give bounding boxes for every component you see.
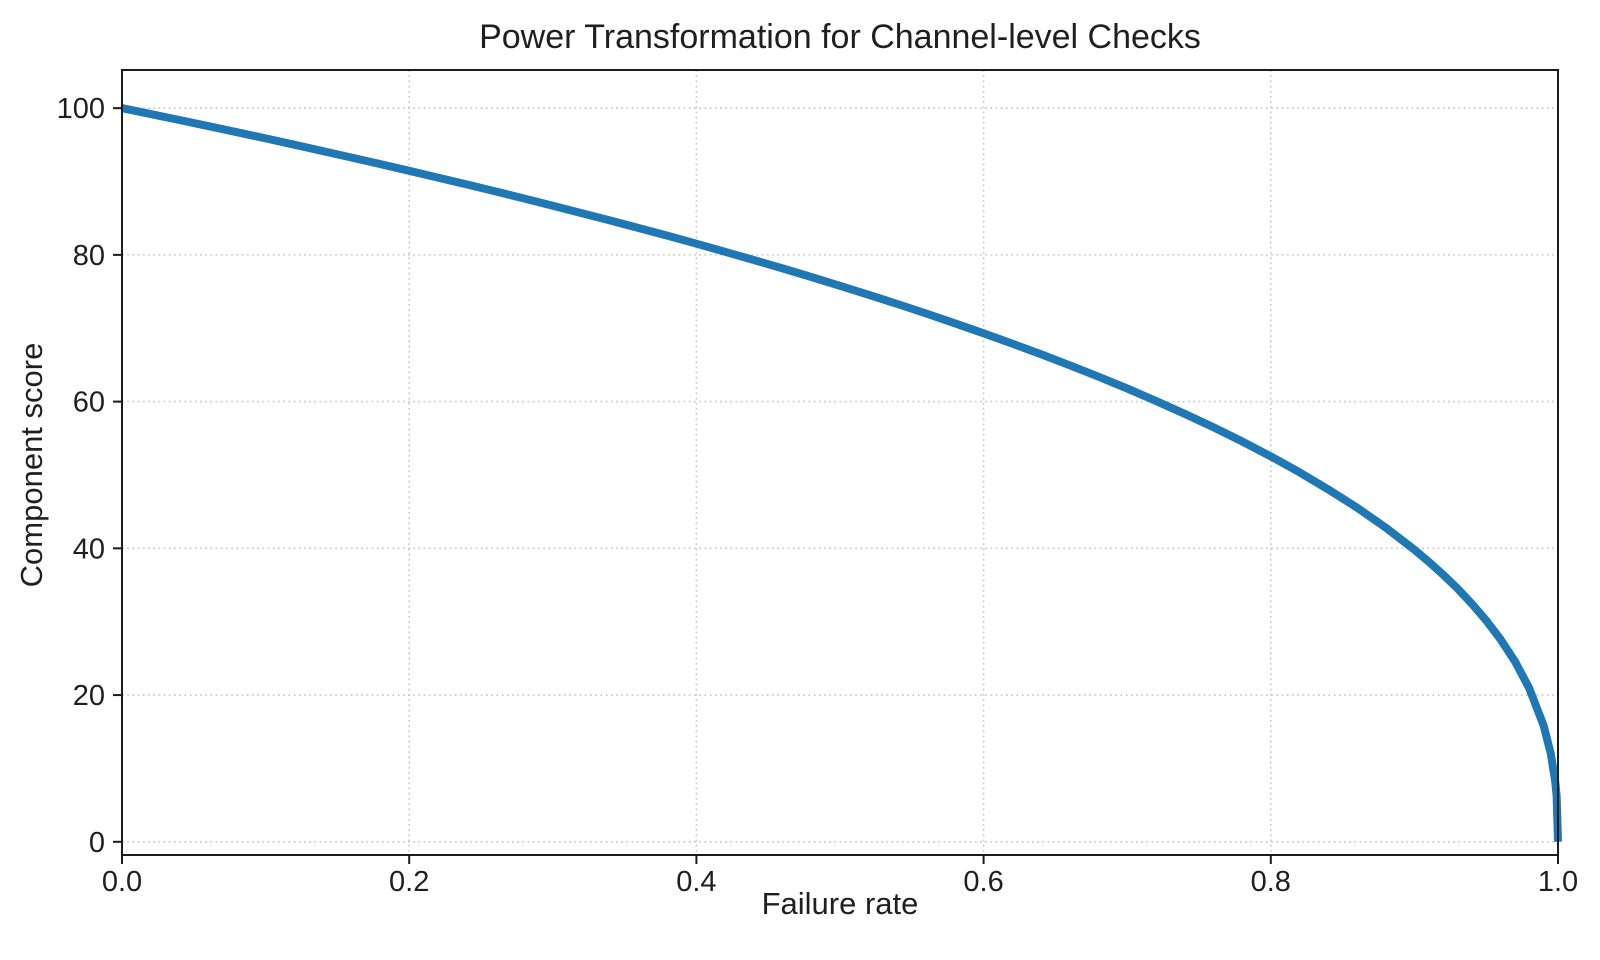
x-tick-label: 0.0: [102, 866, 142, 898]
y-tick-label: 0: [89, 827, 105, 859]
axes-frame: [121, 69, 1559, 856]
x-tick-label: 1.0: [1538, 866, 1578, 898]
tick-labels: 0.0 0.2 0.4 0.6 0.8 1.0 0 20 40 60 80 100: [57, 93, 1579, 898]
y-tick-label: 20: [73, 680, 105, 712]
y-axis-label: Component score: [14, 343, 49, 588]
y-tick-label: 40: [73, 533, 105, 565]
y-tick-label: 100: [57, 93, 105, 125]
chart-title: Power Transformation for Channel-level C…: [479, 18, 1201, 56]
x-tick-label: 0.6: [963, 866, 1003, 898]
curve-layer: [121, 104, 1562, 842]
y-tick-label: 60: [73, 387, 105, 419]
x-axis-label: Failure rate: [762, 886, 919, 921]
gridlines: [121, 70, 1559, 855]
y-tick-label: 80: [73, 240, 105, 272]
ticks: [113, 107, 1559, 864]
x-tick-label: 0.8: [1251, 866, 1291, 898]
x-tick-label: 0.4: [676, 866, 716, 898]
curve-line: [121, 104, 1562, 842]
x-tick-label: 0.2: [389, 866, 429, 898]
